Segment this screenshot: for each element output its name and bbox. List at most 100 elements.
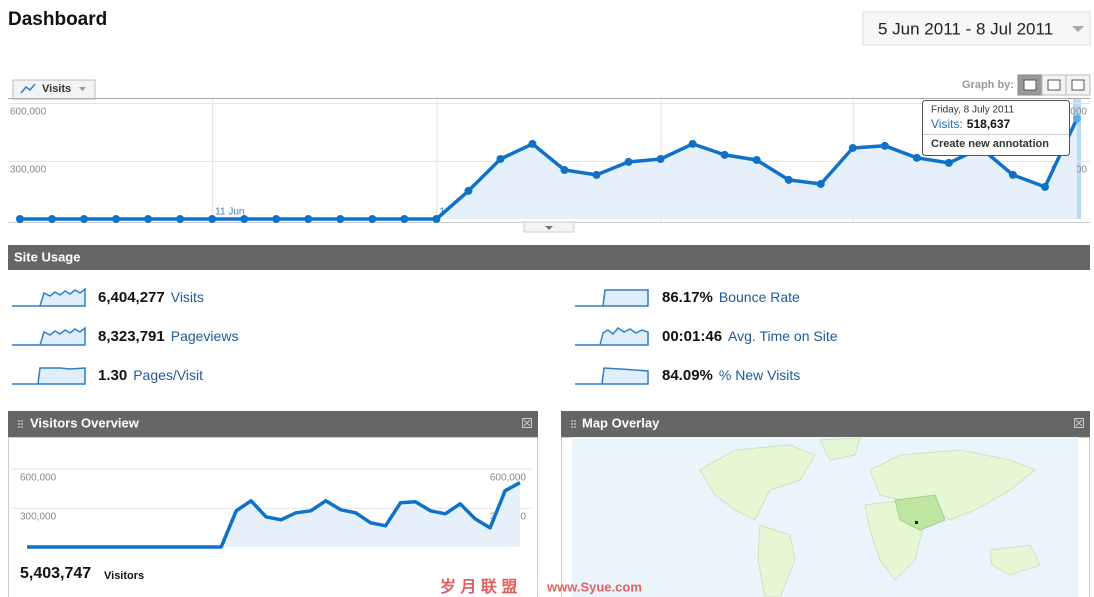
section-title: Site Usage [14,249,80,264]
point [368,215,377,223]
metric: 00:01:46 Avg. Time on Site [662,328,838,345]
date-picker[interactable] [862,11,1091,46]
sparkline [575,367,649,385]
tooltip-line: Visits: 518,637 [931,117,1011,131]
point [784,175,793,184]
point [144,215,153,223]
area [27,482,520,547]
metric-value: 8,323,791 [98,328,165,345]
y-tick-label: 300,000 [10,165,47,176]
metric: 6,404,277 Visits [98,289,204,306]
point [304,215,313,223]
point [240,215,249,223]
visitors-total: 5,403,747 [20,565,91,582]
metric-value: 84.09% [662,367,713,384]
point [752,155,761,164]
point [80,215,89,223]
point [112,215,121,223]
point [720,150,729,159]
point [656,155,665,163]
point [1073,114,1081,123]
point [336,215,345,223]
y-tick-label: 300,000 [20,511,57,522]
point [816,179,825,188]
tooltip-value: 518,637 [967,117,1011,131]
line [20,117,1079,221]
sparkline [12,326,86,346]
tooltip-label: Visits: [931,117,963,131]
metric-label[interactable]: Avg. Time on Site [728,328,838,344]
point [944,158,953,167]
metric-value: 6,404,277 [98,289,165,306]
sparklines [12,287,649,385]
widget-header[interactable] [8,411,538,437]
metric-value: 1.30 [98,367,127,384]
sparkline [575,289,649,307]
icon [1071,79,1085,91]
graph-by-label: Graph by: [962,79,1014,91]
tooltip-date: Friday, 8 July 2011 [931,105,1014,116]
line [27,481,521,549]
point [880,141,889,150]
tooltip-action[interactable]: Create new annotation [931,138,1049,150]
handle-arrow [545,226,553,230]
icon [1023,79,1037,91]
point [16,215,24,223]
sparkline [12,367,86,385]
sparkline [12,287,86,307]
metric-label[interactable]: Pages/Visit [133,367,203,383]
metric-label[interactable]: Visits [171,289,204,305]
metric-label[interactable]: Pageviews [171,328,239,344]
page-title: Dashboard [8,9,107,30]
point [208,215,217,223]
date-range[interactable]: 5 Jun 2011 - 8 Jul 2011 [878,19,1053,38]
tooltip-box [922,100,1070,156]
metric: 86.17% Bounce Rate [662,289,800,306]
close-button[interactable] [522,418,532,428]
tooltip: Friday, 8 July 2011 Visits: 518,637 Creat… [922,100,1070,156]
point [1008,170,1017,179]
icon [1047,79,1061,91]
metric-label[interactable]: % New Visits [719,367,800,383]
close-icon [1075,419,1083,427]
point [272,215,281,223]
watermark-url: www.Syue.com [546,579,642,594]
point [528,139,537,148]
dropdown-arrow [1072,26,1084,32]
map-region[interactable] [894,494,946,531]
sparkline [575,327,649,346]
watermark: 岁 月 联 盟 [440,577,517,596]
metric-value: 86.17% [662,289,713,306]
map-land [699,437,1041,597]
metric: 8,323,791 Pageviews [98,328,238,345]
point [432,215,441,223]
metric-value: 00:01:46 [662,328,722,345]
point [48,215,57,223]
point [688,139,697,148]
drag-grip [571,420,576,428]
metric: 1.30 Pages/Visit [98,367,203,384]
section-header [8,245,1090,270]
metric: 84.09% % New Visits [662,367,800,384]
widget-header[interactable] [561,411,1090,437]
widget-title: Map Overlay [582,415,660,430]
tab-label[interactable]: Visits [42,83,71,95]
point [624,157,633,166]
point [592,170,601,179]
point [496,155,505,163]
point [1040,182,1049,191]
y-tick-label-right: 600,000 [490,472,527,483]
y-tick-label: 600,000 [10,107,47,118]
widget-title: Visitors Overview [30,415,140,430]
map-marker [915,521,918,524]
close-button[interactable] [1074,418,1084,428]
drag-grip [18,420,23,428]
point [848,143,857,152]
point [176,215,185,223]
point [464,186,473,195]
x-tick-label: 11 Jun [215,207,244,218]
close-icon [523,419,531,427]
metric-label[interactable]: Bounce Rate [719,289,800,305]
